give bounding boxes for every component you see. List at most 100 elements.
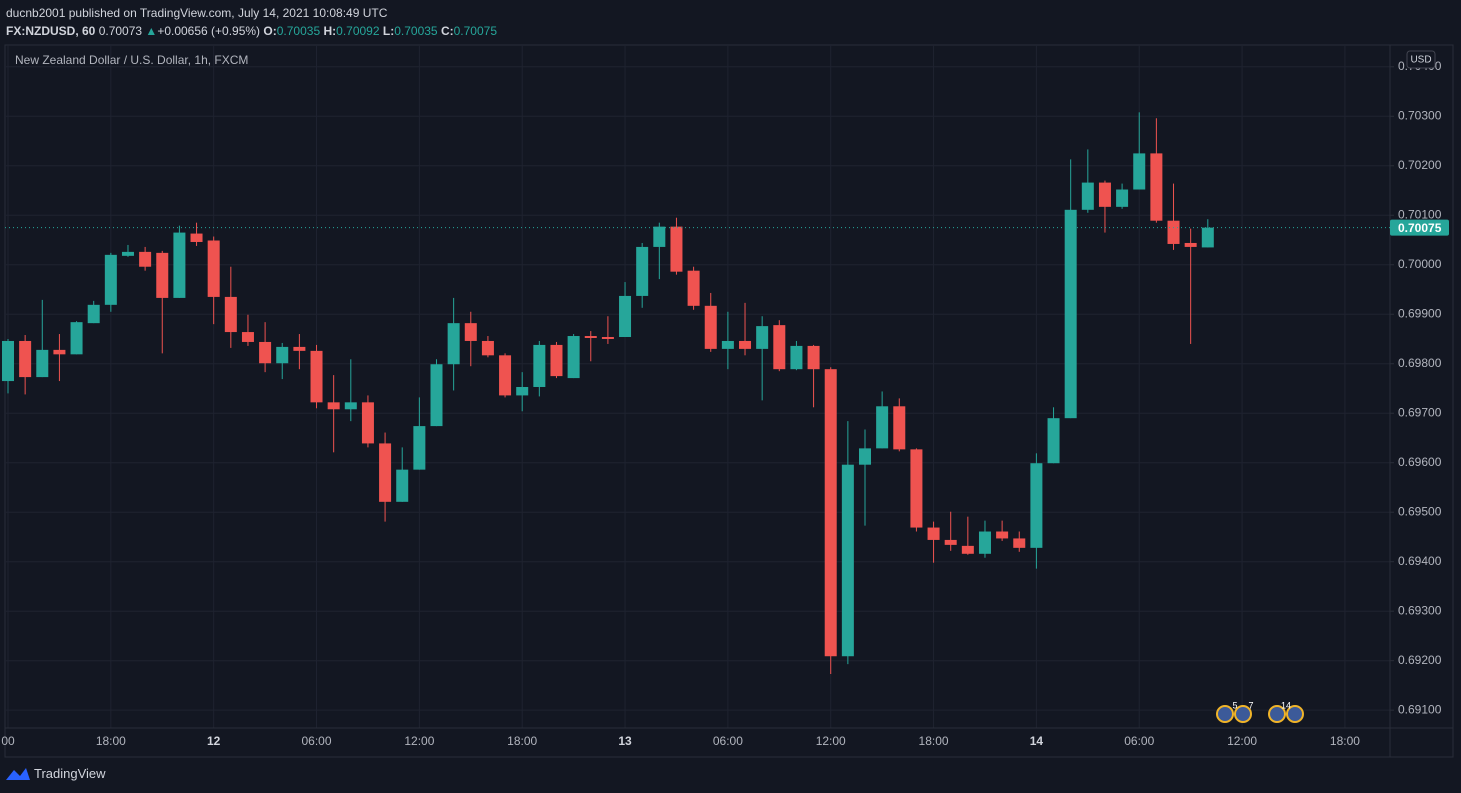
publisher: ducnb2001 published on TradingView.com, … xyxy=(6,6,388,20)
ohlc-value: 0.70092 xyxy=(336,24,380,38)
ohlc-value: 0.70035 xyxy=(394,24,438,38)
candle-body xyxy=(601,337,614,339)
candle-body xyxy=(978,531,991,554)
ohlc-key: H: xyxy=(323,24,337,38)
candle-body xyxy=(773,325,786,370)
candle-body xyxy=(1030,463,1043,548)
candle-body xyxy=(584,336,597,338)
candle-body xyxy=(927,527,940,540)
candle-body xyxy=(499,355,512,396)
axes: 0.69100 0.69200 0.69300 0.69400 0.69500 0.696… xyxy=(1,59,1449,748)
candle-body xyxy=(636,246,649,296)
event-count: 5 xyxy=(1232,700,1237,710)
candle-body xyxy=(1098,182,1111,207)
candle-body xyxy=(1116,189,1129,207)
x-tick-label: 06:00 xyxy=(713,734,743,748)
logo-mark xyxy=(6,768,30,780)
event-flag xyxy=(1286,705,1304,723)
candle-body xyxy=(910,449,923,528)
candle-body xyxy=(1167,220,1180,244)
candle-body xyxy=(224,296,237,333)
y-tick-label: 0.69300 xyxy=(1398,603,1442,617)
candle-body xyxy=(756,326,769,349)
candle-body xyxy=(207,240,220,297)
last-price-badge xyxy=(1390,219,1449,236)
candle-body xyxy=(70,322,83,355)
candle-body xyxy=(550,344,563,377)
y-tick-label: 0.69700 xyxy=(1398,405,1442,419)
event-flag xyxy=(1234,705,1252,723)
candle-body xyxy=(241,332,254,342)
ohlc-value: 0.70075 xyxy=(453,24,498,38)
y-tick-label: 0.70200 xyxy=(1398,158,1442,172)
ohlc-key: C: xyxy=(440,24,454,38)
x-tick-label: 06:00 xyxy=(1124,734,1154,748)
candle-body xyxy=(739,340,752,349)
y-tick-label: 0.69200 xyxy=(1398,653,1442,667)
candle-body xyxy=(859,448,871,465)
y-tick-label: 0.70300 xyxy=(1398,108,1442,122)
price: 0.70073 xyxy=(98,24,143,38)
candle-body xyxy=(327,402,340,410)
candle-body xyxy=(36,349,49,378)
candle-body xyxy=(430,364,443,427)
candle-body xyxy=(653,226,666,247)
candle-body xyxy=(533,344,546,387)
event-flag xyxy=(1268,705,1286,723)
x-tick-label: 18:00 xyxy=(96,734,126,748)
candle-body xyxy=(1201,227,1214,248)
candle-body xyxy=(447,323,460,365)
footer-brand: TradingView xyxy=(34,766,106,781)
candle-body xyxy=(1064,209,1077,419)
candle-body xyxy=(841,464,854,657)
candle-body xyxy=(996,531,1009,539)
x-tick-label: 06:00 xyxy=(302,734,332,748)
ohlc-key: O: xyxy=(263,24,277,38)
candle-body xyxy=(2,340,14,382)
candle-body xyxy=(361,402,374,444)
x-tick-label: 18:00 xyxy=(1330,734,1360,748)
candle-body xyxy=(687,270,700,306)
candle-body xyxy=(1133,153,1146,190)
candle-body xyxy=(310,350,323,403)
candle-body xyxy=(807,345,820,370)
currency-label: USD xyxy=(1410,55,1431,66)
symbol: FX:NZDUSD, 60 xyxy=(6,24,96,38)
candle-body xyxy=(156,252,169,298)
candle-body xyxy=(379,443,392,502)
candle-body xyxy=(139,251,152,267)
header: ducnb2001 published on TradingView.com, … xyxy=(6,4,497,40)
x-tick-label: 18:00 xyxy=(507,734,537,748)
candle-body xyxy=(790,345,803,370)
candle-body xyxy=(396,469,409,502)
y-tick-label: 0.69900 xyxy=(1398,306,1442,320)
candle-body xyxy=(876,406,889,449)
candle-body xyxy=(670,226,683,272)
candle-body xyxy=(1013,538,1026,548)
candle-body xyxy=(567,336,580,379)
event-flag xyxy=(1216,705,1234,723)
y-tick-label: 0.69500 xyxy=(1398,504,1442,518)
candle-body xyxy=(893,406,906,450)
candle-body xyxy=(1184,242,1197,247)
arrow: ▲ xyxy=(145,24,158,38)
candle-body xyxy=(619,295,632,338)
candle-body xyxy=(824,369,837,657)
candle-body xyxy=(1150,153,1163,221)
candle-body xyxy=(259,341,272,364)
candle-body xyxy=(481,340,494,356)
x-tick-label: 00 xyxy=(1,734,15,748)
candle-body xyxy=(516,386,529,396)
y-tick-label: 0.69600 xyxy=(1398,455,1442,469)
publisher-line: ducnb2001 published on TradingView.com, … xyxy=(6,4,497,22)
candle-body xyxy=(190,233,203,242)
candle-body xyxy=(276,346,289,364)
x-tick-label: 12:00 xyxy=(404,734,434,748)
ohlc-key: L: xyxy=(382,24,395,38)
candle-body xyxy=(1047,418,1060,464)
candle-body xyxy=(121,251,134,256)
events: 5 7 14 xyxy=(1216,700,1304,723)
change: +0.00656 (+0.95%) xyxy=(157,24,261,38)
